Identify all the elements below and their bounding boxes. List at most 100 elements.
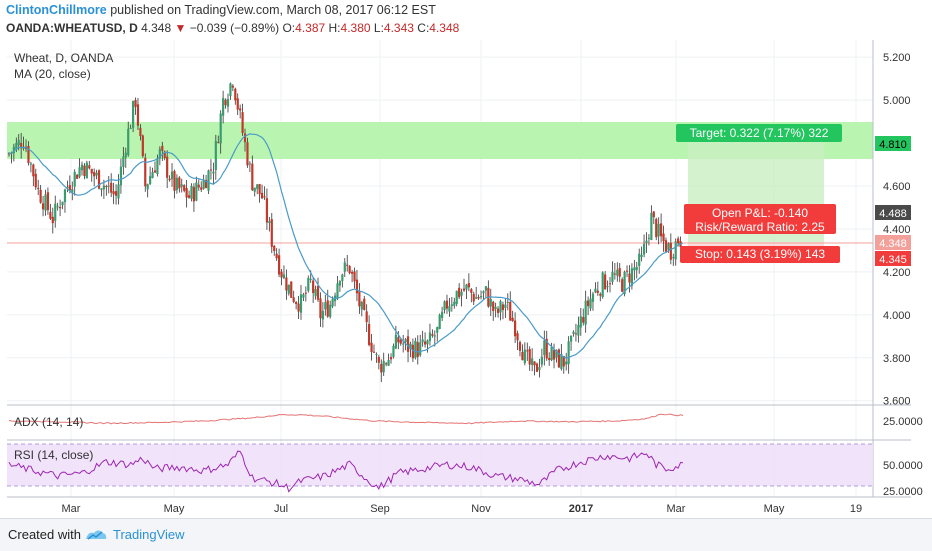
candle [212,162,215,185]
candle [358,283,361,314]
tradingview-logo-icon[interactable] [84,527,108,543]
candle [183,184,186,193]
candle [253,187,256,197]
candle [382,352,385,377]
author-link[interactable]: ClintonChillmore [6,3,107,17]
candle [51,207,54,234]
price-tick-label: 5.000 [883,95,911,107]
candle [567,336,570,374]
candle [141,134,144,158]
candle [572,330,575,337]
candle [389,353,393,364]
candle [76,173,79,180]
candle [518,340,522,357]
candle [458,283,461,300]
rsi-tick-50: 50.0000 [883,460,923,472]
open-pl-annotation[interactable]: Open P&L: -0.140 Risk/Reward Ratio: 2.25 [684,204,836,234]
candle [421,330,424,347]
candle [552,343,556,369]
candle [465,283,468,299]
price-tick-label: 3.600 [883,396,911,408]
candle [470,288,473,303]
candle [285,269,288,300]
candle [535,362,539,372]
candle [628,265,631,293]
candle [565,352,568,371]
candle [44,189,47,216]
candle [635,261,638,279]
candle [355,269,359,302]
svg-text:4.810: 4.810 [879,139,907,151]
candle [618,262,621,283]
candle [63,188,67,213]
candle [625,265,629,278]
time-tick-label: Mar [62,503,81,515]
tradingview-link[interactable]: TradingView [113,527,185,542]
candle [117,174,120,205]
candle [441,306,444,322]
candle [548,352,551,366]
candle [506,293,509,311]
close-value: 4.348 [429,21,460,35]
candle [73,169,76,196]
candle [46,187,50,215]
candle [385,362,388,367]
candle [496,306,500,318]
candle [161,141,164,162]
candle [601,271,604,299]
candle [136,97,140,131]
stop-annotation[interactable]: Stop: 0.143 (3.19%) 143 [680,246,840,263]
price-tick-label: 5.200 [883,52,911,64]
candle [270,212,273,254]
candle [27,141,30,166]
target-annotation[interactable]: Target: 0.322 (7.17%) 322 [676,124,842,142]
candle [531,348,534,372]
candle [652,211,655,225]
candle [370,334,373,361]
candle [338,280,342,292]
candle [504,298,507,319]
candle [190,183,193,202]
candle [428,323,432,346]
candle [533,361,536,376]
rsi-line [8,450,684,493]
candle [543,330,546,366]
candle [180,178,183,193]
candle [214,134,217,180]
candle [574,323,578,342]
candle [584,290,587,333]
candle [58,199,62,217]
candle [127,121,130,157]
time-axis[interactable]: Mar May Jul Sep Nov 2017 Mar May 19 [62,503,863,515]
candle [650,205,653,241]
candle [234,87,237,105]
candle [299,284,303,320]
candle [591,291,595,311]
candle [431,329,434,338]
risk-reward-label: Risk/Reward Ratio: 2.25 [695,220,825,234]
candle [375,352,378,363]
candle [462,278,466,292]
candle [168,175,171,182]
candle [599,292,602,302]
candle [621,277,624,293]
candle [139,124,142,141]
candle [61,201,64,210]
candle [243,128,247,152]
candle [114,184,118,205]
candle [321,302,324,328]
candle [37,179,40,196]
candle [662,225,665,252]
candle [83,163,86,180]
candle [660,213,663,243]
time-tick-label: Nov [471,503,491,515]
candle [256,184,259,195]
candle [100,188,103,197]
price-axis[interactable]: 5.2005.0004.8004.6004.4004.2004.0003.800… [883,52,911,408]
candle [368,315,371,347]
candle [112,182,115,205]
candle [122,146,125,175]
candle [200,181,203,193]
candle [616,262,619,282]
